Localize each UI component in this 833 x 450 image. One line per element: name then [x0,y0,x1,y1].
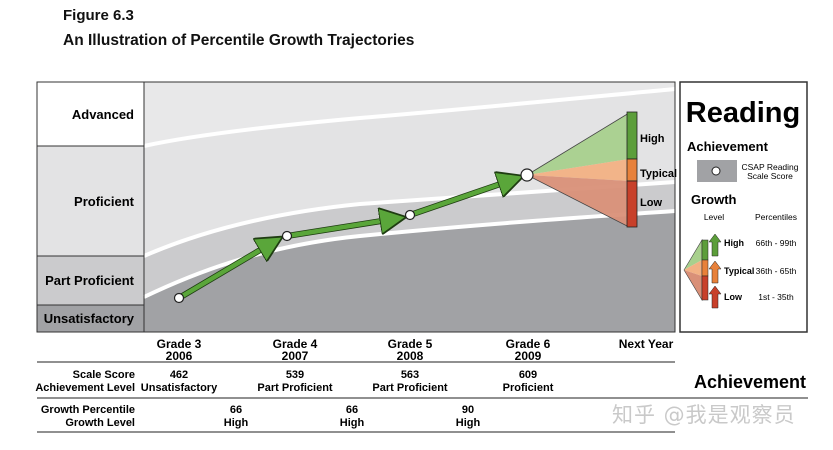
growth-level-value: High [224,417,249,429]
grade-headers: Grade 3 2006 Grade 4 2007 Grade 5 2008 G… [157,337,674,363]
level-label-unsatisfactory: Unsatisfactory [44,311,135,326]
level-label-panel: Advanced Proficient Part Proficient Unsa… [36,81,145,333]
grade-label: Grade 4 [273,337,318,351]
scale-score-value: 539 [286,369,304,381]
legend-range-typical: 36th - 65th [756,266,797,276]
grade-year: 2006 [166,349,193,363]
growth-arrow-grade5-6 [409,180,512,218]
score-points [173,168,534,304]
level-label-part-proficient: Part Proficient [45,273,135,288]
achievement-heading: Achievement [694,372,806,392]
growth-arrows [177,180,512,301]
growth-arrow-grade3-4 [177,243,272,300]
grade-year: 2008 [397,349,424,363]
projection-label-typical: Typical [640,168,677,180]
growth-percentile-value: 90 [462,404,474,416]
row-label-growth-percentile: Growth Percentile [41,404,135,416]
grade-label: Grade 6 [506,337,551,351]
legend-level-high: High [724,238,744,248]
row-label-scale-score: Scale Score [73,369,135,381]
row-label-achievement-level: Achievement Level [35,382,135,394]
growth-percentile-value: 66 [346,404,358,416]
projection-label-low: Low [640,197,662,209]
legend-score-point-icon [711,166,721,176]
scale-score-value: 462 [170,369,188,381]
score-point-grade5 [404,209,416,221]
grade-year: 2009 [515,349,542,363]
figure-title: An Illustration of Percentile Growth Tra… [63,32,415,49]
legend-level-low: Low [724,292,743,302]
achievement-level-value: Proficient [503,382,554,394]
next-year-label: Next Year [619,337,674,351]
level-label-proficient: Proficient [74,194,135,209]
legend-score-label-line2: Scale Score [747,171,793,181]
grade-year: 2007 [282,349,309,363]
growth-rows: Growth Percentile Growth Level 66 High 6… [41,404,481,429]
row-label-growth-level: Growth Level [65,417,135,429]
watermark: 知乎 @我是观察员 [612,403,796,427]
growth-arrow-grade4-5 [286,219,394,239]
legend-high-arrow-icon [708,233,722,257]
achievement-rows: Scale Score Achievement Level 462 Unsati… [35,369,553,394]
legend-achievement-title: Achievement [687,139,769,154]
scale-score-value: 563 [401,369,419,381]
achievement-level-value: Part Proficient [372,382,448,394]
projection-label-high: High [640,133,665,145]
legend-title: Reading [686,97,800,129]
grade-label: Grade 5 [388,337,433,351]
legend-typical-arrow-icon [708,260,722,284]
growth-level-value: High [340,417,365,429]
legend-col-percentiles: Percentiles [755,212,797,222]
score-point-grade6 [520,168,534,182]
score-point-grade3 [173,292,185,304]
legend-panel: Reading Achievement CSAP Reading Scale S… [679,81,808,333]
legend-low-arrow-icon [708,285,722,309]
level-label-advanced: Advanced [72,107,134,122]
figure-label: Figure 6.3 [63,7,134,24]
legend-range-low: 1st - 35th [758,292,794,302]
legend-level-typical: Typical [724,266,754,276]
score-point-grade4 [281,230,293,242]
legend-score-label-line1: CSAP Reading [741,162,798,172]
legend-col-level: Level [704,212,724,222]
grade-label: Grade 3 [157,337,202,351]
growth-level-value: High [456,417,481,429]
projection-cone: High Typical Low [526,111,677,228]
legend-range-high: 66th - 99th [756,238,797,248]
scale-score-value: 609 [519,369,537,381]
legend-growth-title: Growth [691,192,737,207]
achievement-level-value: Part Proficient [257,382,333,394]
achievement-level-value: Unsatisfactory [141,382,218,394]
growth-percentile-value: 66 [230,404,242,416]
